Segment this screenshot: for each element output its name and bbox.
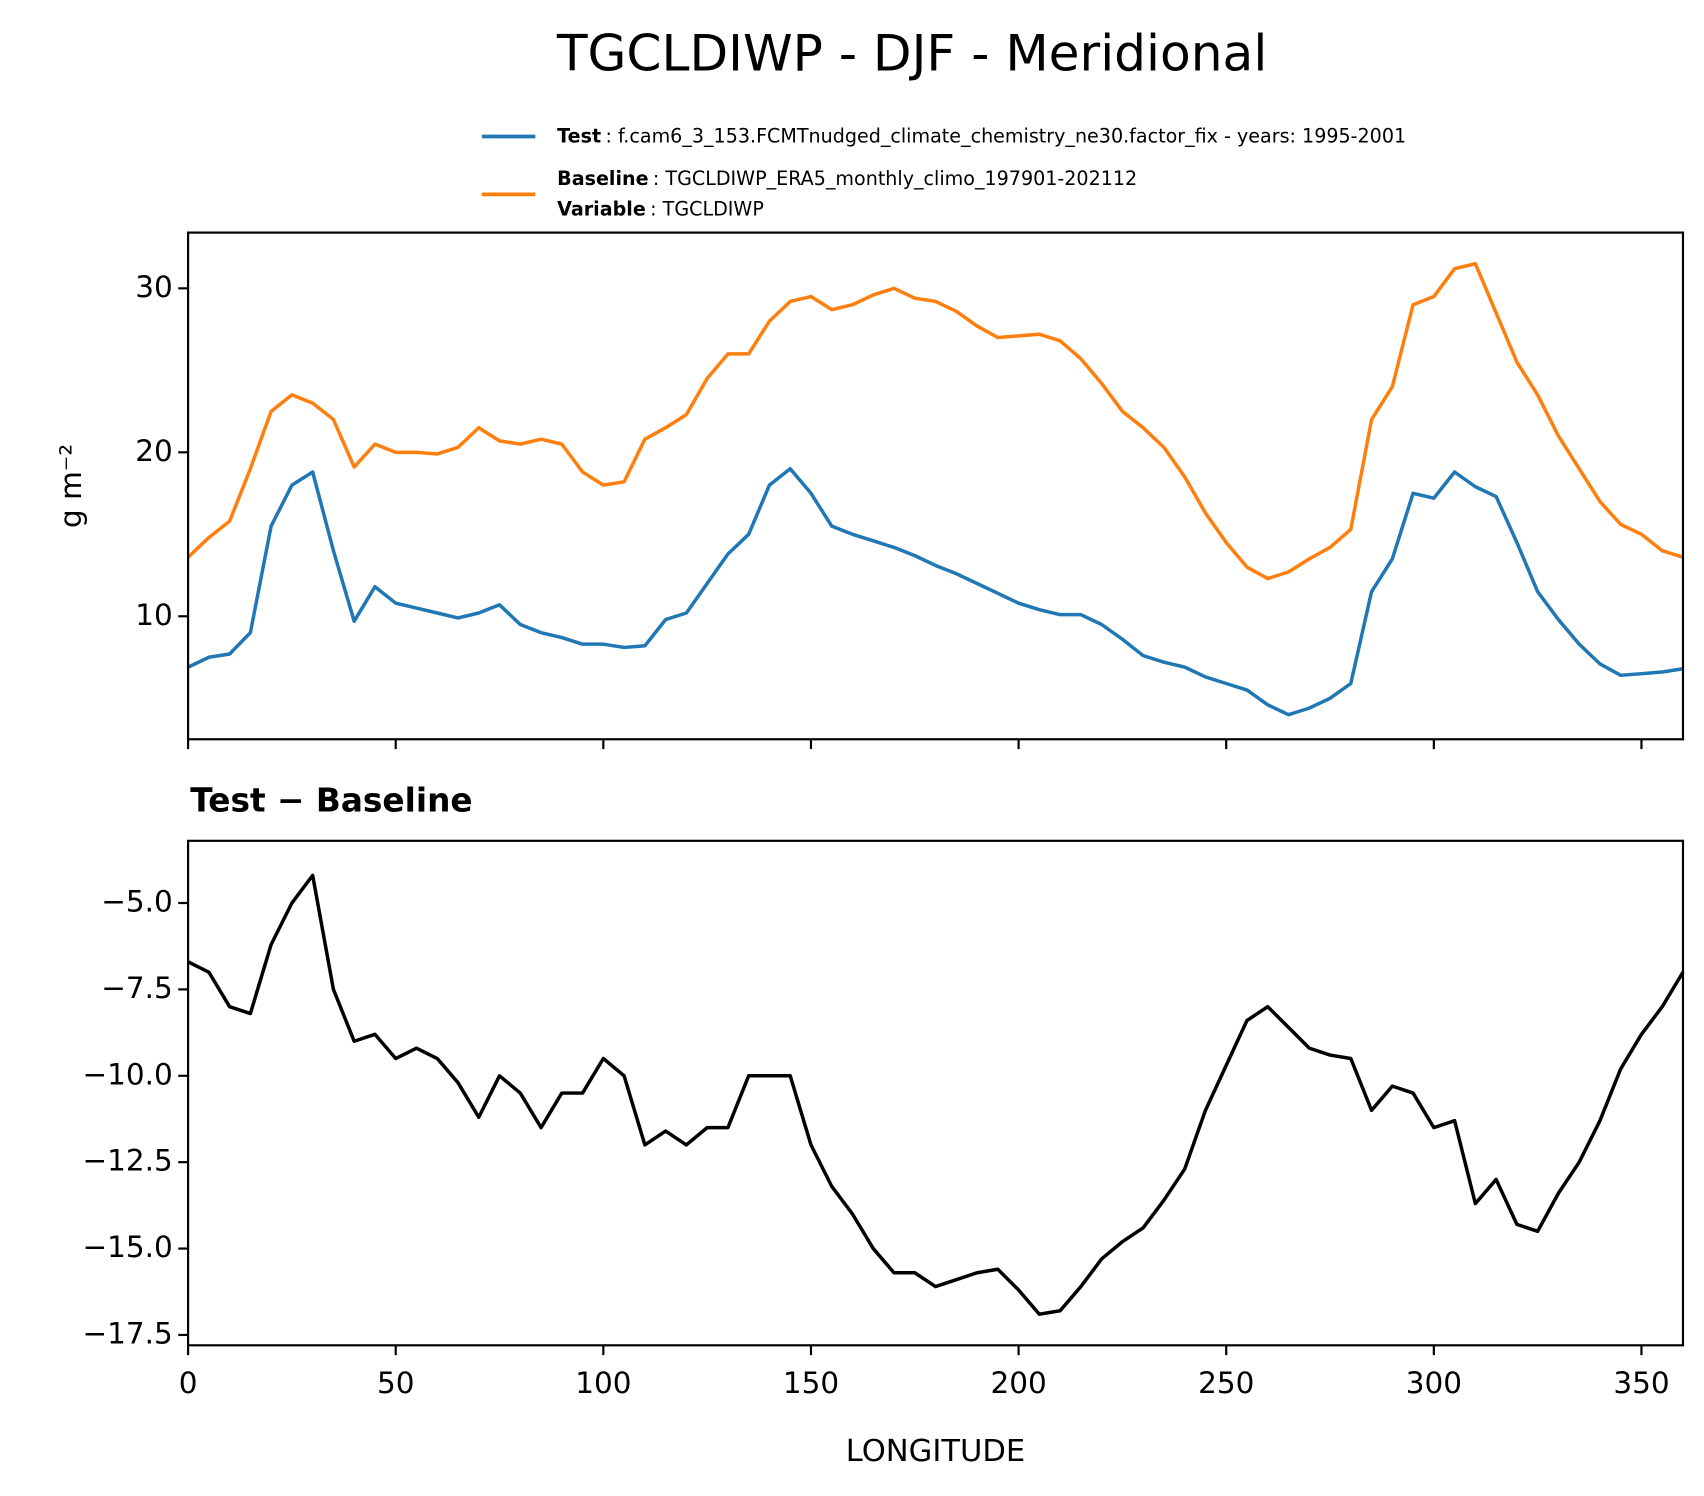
y-tick-label: −17.5 [82,1316,172,1350]
series-line [187,873,1685,1316]
subplot-title: Test − Baseline [190,782,472,820]
y-tick-label: 10 [135,598,173,632]
legend-entry: Test: f.cam6_3_153.FCMTnudged_climate_ch… [557,124,1406,147]
x-tick-label: 50 [377,1366,415,1400]
legend-entry: Baseline: TGCLDIWP_ERA5_monthly_climo_19… [557,167,1137,190]
x-tick-label: 0 [179,1366,198,1400]
legend-name: Test [557,124,601,147]
axes-frame [186,231,1685,741]
legend-name: Baseline [557,167,648,190]
x-tick-label: 100 [575,1366,631,1400]
series-line [186,261,1684,581]
y-tick-label: −10.0 [82,1057,172,1091]
x-axis-label: LONGITUDE [846,1434,1025,1469]
legend-entry: Variable: TGCLDIWP [557,197,764,220]
y-tick-label: −7.5 [101,971,173,1005]
y-tick-label: −15.0 [82,1230,172,1264]
axes-frame [186,839,1685,1347]
y-tick-label: 20 [135,434,173,468]
series-line [187,466,1684,717]
legend-description: : TGCLDIWP_ERA5_monthly_climo_197901-202… [653,167,1137,190]
y-tick-label: 30 [135,270,173,304]
y-axis-label: g m⁻² [54,444,88,528]
x-tick-label: 300 [1406,1366,1462,1400]
chart-title: TGCLDIWP - DJF - Meridional [556,23,1267,82]
legend-description: : TGCLDIWP [650,197,764,220]
x-tick-label: 250 [1198,1366,1254,1400]
x-tick-label: 150 [783,1366,839,1400]
y-tick-label: −12.5 [82,1144,172,1178]
x-tick-label: 200 [990,1366,1046,1400]
x-tick-label: 350 [1613,1366,1669,1400]
legend-description: : f.cam6_3_153.FCMTnudged_climate_chemis… [605,124,1406,147]
legend-name: Variable [557,197,646,220]
y-tick-label: −5.0 [101,885,173,919]
